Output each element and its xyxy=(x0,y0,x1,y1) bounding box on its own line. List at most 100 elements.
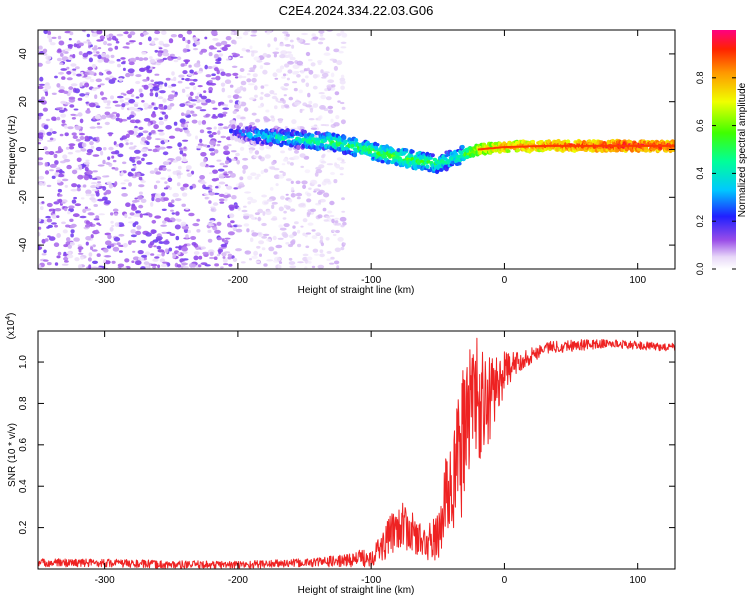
noise-speckle xyxy=(258,155,262,160)
noise-speckle xyxy=(234,76,239,79)
noise-speckle xyxy=(139,213,143,218)
noise-speckle xyxy=(273,53,277,58)
noise-speckle xyxy=(129,57,137,63)
noise-speckle xyxy=(224,184,229,187)
signal-pixel xyxy=(310,133,315,138)
noise-speckle xyxy=(128,216,132,219)
noise-speckle xyxy=(117,95,124,99)
noise-speckle xyxy=(218,249,222,255)
noise-speckle xyxy=(102,186,107,191)
noise-speckle xyxy=(313,188,321,192)
noise-speckle xyxy=(173,121,178,126)
noise-speckle xyxy=(170,209,174,212)
noise-speckle xyxy=(229,213,235,218)
noise-speckle xyxy=(153,245,157,248)
noise-speckle xyxy=(135,96,140,99)
noise-speckle xyxy=(289,39,294,43)
noise-speckle xyxy=(92,260,98,264)
noise-speckle xyxy=(193,255,199,261)
noise-speckle xyxy=(93,204,98,207)
noise-speckle xyxy=(300,70,305,74)
noise-speckle xyxy=(275,183,279,187)
noise-speckle xyxy=(311,235,318,240)
noise-speckle xyxy=(181,192,188,197)
noise-speckle xyxy=(124,213,128,219)
noise-speckle xyxy=(161,166,167,171)
noise-speckle xyxy=(208,90,213,94)
noise-speckle xyxy=(150,113,157,118)
noise-speckle xyxy=(40,206,44,211)
noise-speckle xyxy=(175,211,180,216)
noise-speckle xyxy=(68,143,76,147)
noise-speckle xyxy=(333,48,340,53)
noise-speckle xyxy=(162,52,170,57)
noise-speckle xyxy=(199,138,203,143)
noise-speckle xyxy=(154,81,160,85)
noise-speckle xyxy=(103,99,108,104)
noise-speckle xyxy=(239,146,245,151)
noise-speckle xyxy=(152,239,159,243)
noise-speckle xyxy=(56,57,62,62)
y-multiplier-exp: 4 xyxy=(5,316,12,320)
signal-pixel xyxy=(403,148,409,152)
noise-speckle xyxy=(272,235,277,241)
noise-speckle xyxy=(305,51,311,57)
noise-speckle xyxy=(73,43,78,48)
noise-speckle xyxy=(73,237,80,242)
noise-speckle xyxy=(186,132,192,137)
noise-speckle xyxy=(86,152,92,156)
signal-pixel xyxy=(460,144,465,150)
noise-speckle xyxy=(69,225,76,229)
noise-speckle xyxy=(154,167,159,172)
noise-speckle xyxy=(103,40,108,46)
noise-speckle xyxy=(172,253,177,259)
noise-speckle xyxy=(278,118,283,124)
noise-speckle xyxy=(230,150,237,153)
noise-speckle xyxy=(306,256,313,261)
noise-speckle xyxy=(71,183,78,188)
noise-speckle xyxy=(80,197,85,200)
noise-speckle xyxy=(216,50,222,53)
noise-speckle xyxy=(62,229,68,234)
noise-speckle xyxy=(90,246,94,251)
noise-speckle xyxy=(129,212,135,216)
noise-speckle xyxy=(285,51,292,54)
noise-speckle xyxy=(105,77,111,81)
noise-speckle xyxy=(261,194,267,198)
noise-speckle xyxy=(207,130,212,134)
noise-speckle xyxy=(70,83,78,87)
noise-speckle xyxy=(238,185,243,188)
noise-speckle xyxy=(95,215,100,219)
noise-speckle xyxy=(229,172,236,178)
signal-pixel xyxy=(457,161,462,166)
noise-speckle xyxy=(192,48,199,51)
noise-speckle xyxy=(116,33,124,37)
noise-speckle xyxy=(240,80,247,86)
noise-speckle xyxy=(218,101,225,105)
noise-speckle xyxy=(92,33,98,37)
noise-speckle xyxy=(140,148,148,153)
noise-speckle xyxy=(182,139,189,142)
noise-speckle xyxy=(150,79,154,83)
noise-speckle xyxy=(232,110,237,114)
noise-speckle xyxy=(271,117,276,122)
noise-speckle xyxy=(248,70,256,72)
signal-pixel xyxy=(515,148,521,152)
noise-speckle xyxy=(298,203,304,208)
noise-speckle xyxy=(174,224,181,230)
noise-speckle xyxy=(332,233,337,237)
noise-speckle xyxy=(208,165,215,168)
noise-speckle xyxy=(223,240,229,243)
noise-speckle xyxy=(165,77,171,81)
noise-speckle xyxy=(256,59,263,63)
noise-speckle xyxy=(274,256,281,262)
noise-speckle xyxy=(113,237,121,242)
noise-speckle xyxy=(223,171,228,174)
noise-speckle xyxy=(196,70,203,74)
figure-title: C2E4.2024.334.22.03.G06 xyxy=(279,3,434,18)
noise-speckle xyxy=(105,189,112,195)
noise-speckle xyxy=(342,221,347,226)
noise-speckle xyxy=(327,210,333,214)
noise-speckle xyxy=(133,165,137,170)
noise-speckle xyxy=(233,187,239,190)
